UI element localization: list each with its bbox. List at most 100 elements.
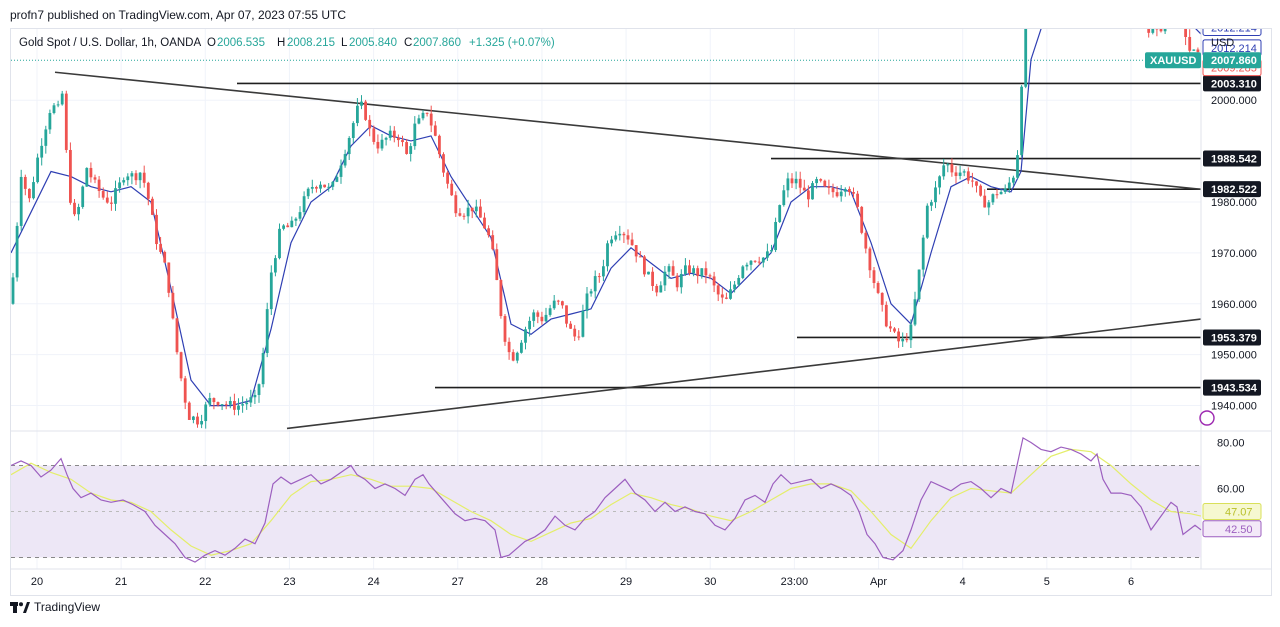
candle-up <box>811 183 814 200</box>
candle-up <box>48 113 52 130</box>
candle-up <box>306 188 310 197</box>
candle-up <box>77 206 80 215</box>
candle-up <box>589 291 593 294</box>
ohlc-change: +1.325 (+0.07%) <box>469 37 555 49</box>
candle-up <box>327 186 331 188</box>
y-tick-label: 1970.000 <box>1211 248 1257 260</box>
publish-info: profn7 published on TradingView.com, Apr… <box>10 8 346 22</box>
candle-up <box>56 104 60 106</box>
candle-down <box>872 270 876 284</box>
candle-down <box>975 181 978 186</box>
candle-down <box>675 275 679 288</box>
candle-up <box>290 220 294 228</box>
candle-down <box>889 326 892 329</box>
candle-down <box>499 280 503 317</box>
x-tick-label: 23 <box>283 576 295 588</box>
candle-up <box>934 187 937 203</box>
candle-up <box>647 271 650 275</box>
candle-up <box>52 105 56 114</box>
candle-down <box>819 179 823 181</box>
symbol-badge: XAUUSD <box>1150 55 1197 67</box>
candle-down <box>487 228 490 236</box>
x-tick-label: 4 <box>960 576 966 588</box>
candle-up <box>347 138 351 155</box>
candle-up <box>282 225 285 229</box>
tradingview-logo-icon <box>10 601 30 613</box>
candle-up <box>520 342 523 353</box>
candle-up <box>815 179 818 184</box>
candle-up <box>602 266 605 277</box>
candle-down <box>315 187 318 189</box>
candle-up <box>999 191 1003 195</box>
candle-down <box>696 268 700 277</box>
candle-up <box>515 352 519 361</box>
candle-up <box>909 324 913 341</box>
candle-up <box>269 272 273 310</box>
candle-down <box>893 328 896 332</box>
candle-down <box>757 261 761 263</box>
candle-up <box>351 123 355 139</box>
candle-down <box>151 198 154 215</box>
candle-down <box>167 262 171 293</box>
rsi-value: 42.50 <box>1225 524 1253 536</box>
candle-down <box>979 185 982 196</box>
candle-up <box>19 176 23 226</box>
candle-down <box>101 191 105 198</box>
candle-down <box>712 276 716 286</box>
candle-up <box>384 137 388 140</box>
candle-up <box>237 405 240 410</box>
candle-up <box>32 182 35 199</box>
candle-up <box>843 188 847 192</box>
candle-up <box>356 105 359 124</box>
rsi-tick-label: 80.00 <box>1217 438 1245 450</box>
x-tick-label: 21 <box>115 576 127 588</box>
candle-down <box>884 304 888 327</box>
candle-down <box>995 194 999 196</box>
candle-up <box>1024 0 1028 87</box>
chart-container[interactable]: 2000.000 1980.000 1970.000 1960.000 1950.000… <box>10 0 1272 596</box>
candle-down <box>28 188 31 199</box>
candle-down <box>216 402 220 406</box>
x-tick-label: 23:00 <box>781 576 809 588</box>
candle-up <box>413 123 417 147</box>
candle-up <box>991 194 995 203</box>
chart-svg[interactable]: 2000.000 1980.000 1970.000 1960.000 1950.000… <box>10 0 1271 595</box>
candle-down <box>725 297 728 299</box>
candle-down <box>831 187 835 193</box>
candle-down <box>397 137 400 141</box>
y-tick-label: 1980.000 <box>1211 197 1257 209</box>
candle-up <box>81 186 85 207</box>
candle-down <box>704 268 708 276</box>
candle-up <box>388 130 392 138</box>
candle-down <box>233 401 236 410</box>
candle-up <box>593 276 597 292</box>
candle-up <box>466 207 470 217</box>
candle-up <box>298 212 302 219</box>
x-tick-label: 30 <box>704 576 716 588</box>
badge-2012-a: 2012.214 <box>1211 29 1257 34</box>
candle-up <box>1012 177 1015 183</box>
settings-icon[interactable] <box>1199 410 1215 426</box>
tradingview-brand[interactable]: TradingView <box>34 600 101 614</box>
candle-down <box>212 398 216 403</box>
candle-down <box>462 215 466 217</box>
candle-down <box>868 248 872 271</box>
descending-trendline <box>54 71 1202 191</box>
ascending-trendline <box>286 318 1202 430</box>
candle-up <box>122 180 126 183</box>
candle-up <box>1020 86 1023 156</box>
candle-up <box>1016 155 1019 178</box>
symbol-title[interactable]: Gold Spot / U.S. Dollar, 1h, OANDA <box>19 37 201 49</box>
candle-up <box>36 157 39 183</box>
candle-down <box>405 142 408 154</box>
y-tick-label: 1950.000 <box>1211 350 1257 362</box>
candle-up <box>302 196 306 213</box>
y-tick-label: 1940.000 <box>1211 401 1257 413</box>
ohlc-l-label: L <box>341 37 348 49</box>
candle-up <box>245 402 249 405</box>
candle-up <box>524 329 527 343</box>
candle-up <box>839 191 843 197</box>
candle-up <box>958 172 962 176</box>
candle-up <box>11 277 15 304</box>
candle-up <box>200 421 203 425</box>
